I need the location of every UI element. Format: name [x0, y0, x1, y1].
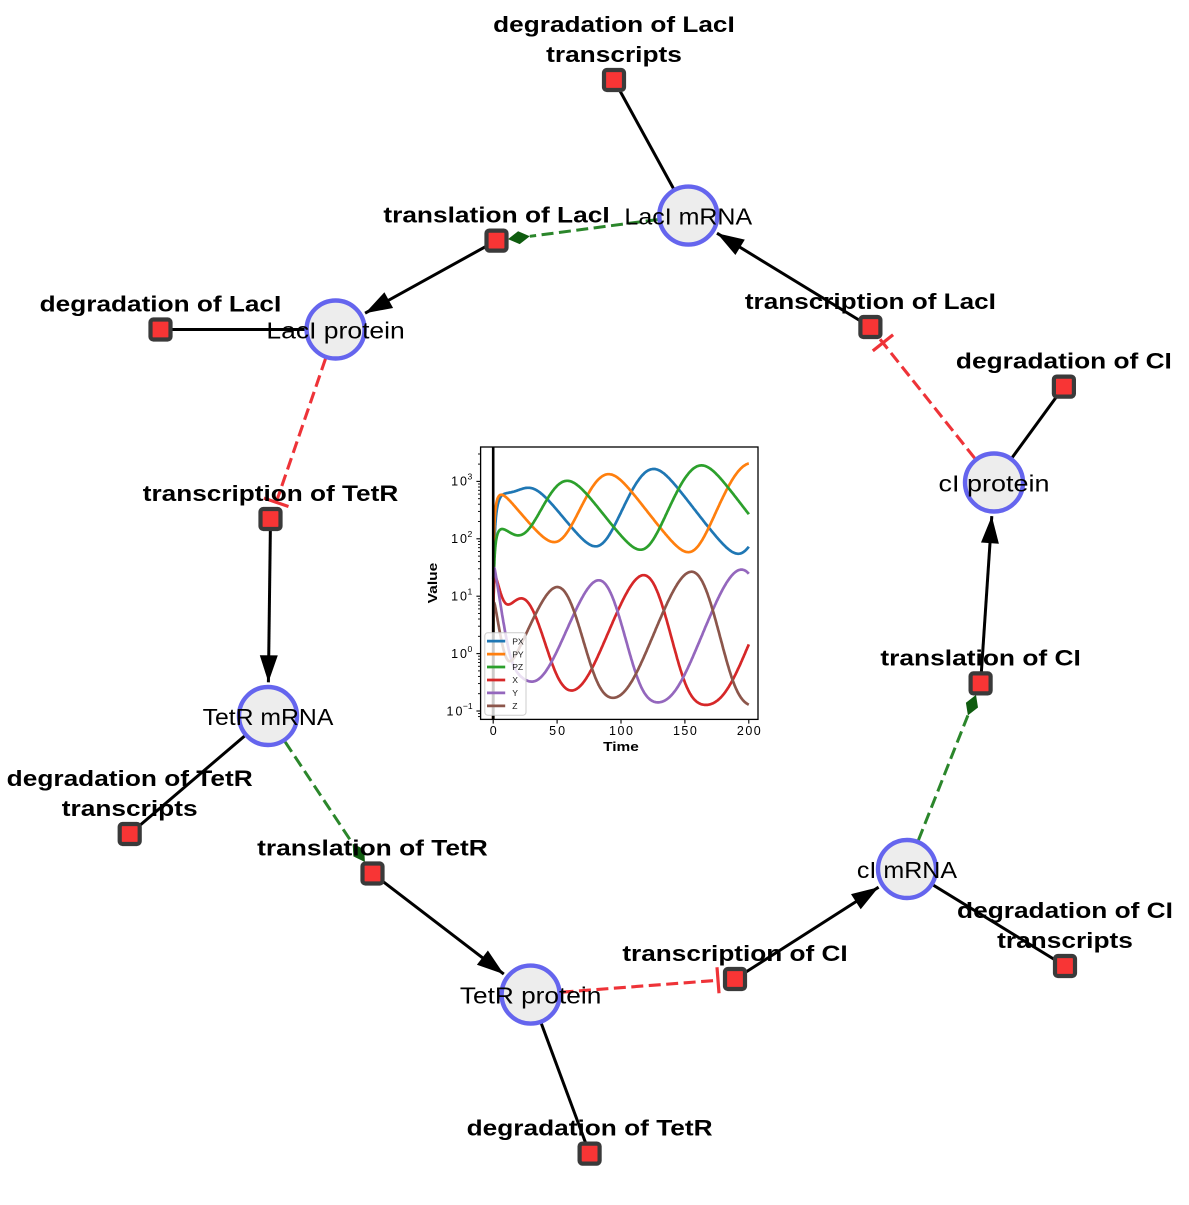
svg-text:degradation of CI: degradation of CI — [957, 898, 1173, 923]
svg-text:Z: Z — [512, 701, 517, 711]
svg-text:transcripts: transcripts — [546, 42, 682, 67]
svg-text:200: 200 — [737, 724, 761, 738]
svg-text:degradation of LacI: degradation of LacI — [493, 12, 735, 37]
svg-text:50: 50 — [549, 724, 565, 738]
svg-text:transcription of LacI: transcription of LacI — [745, 289, 996, 314]
svg-text:transcripts: transcripts — [997, 928, 1133, 953]
svg-text:−1: −1 — [463, 701, 473, 711]
svg-text:3: 3 — [468, 472, 473, 482]
svg-text:Time: Time — [603, 739, 639, 754]
svg-text:150: 150 — [673, 724, 697, 738]
svg-text:degradation of TetR: degradation of TetR — [467, 1116, 713, 1141]
svg-text:cI mRNA: cI mRNA — [857, 857, 958, 883]
svg-text:TetR mRNA: TetR mRNA — [203, 704, 334, 730]
svg-text:degradation of CI: degradation of CI — [956, 349, 1172, 374]
svg-text:translation of CI: translation of CI — [880, 645, 1081, 670]
svg-text:transcription of CI: transcription of CI — [622, 941, 847, 966]
svg-text:degradation of TetR: degradation of TetR — [7, 766, 253, 791]
svg-text:0: 0 — [490, 724, 497, 738]
svg-text:PY: PY — [512, 649, 524, 659]
svg-text:Value: Value — [425, 563, 440, 604]
svg-text:cI protein: cI protein — [939, 471, 1050, 497]
svg-text:Y: Y — [512, 688, 518, 698]
svg-text:10: 10 — [451, 532, 467, 546]
svg-text:0: 0 — [468, 644, 473, 654]
svg-text:10: 10 — [451, 647, 467, 661]
svg-text:TetR protein: TetR protein — [460, 983, 601, 1009]
svg-text:1: 1 — [468, 586, 473, 596]
svg-text:2: 2 — [468, 529, 473, 539]
svg-text:10: 10 — [451, 590, 467, 604]
svg-text:PX: PX — [512, 636, 524, 646]
svg-text:X: X — [512, 675, 518, 685]
svg-text:LacI protein: LacI protein — [266, 318, 404, 344]
svg-text:100: 100 — [609, 724, 633, 738]
svg-text:10: 10 — [451, 475, 467, 489]
svg-text:transcription of TetR: transcription of TetR — [143, 481, 399, 506]
svg-text:LacI mRNA: LacI mRNA — [624, 204, 752, 230]
svg-text:translation of LacI: translation of LacI — [383, 203, 609, 228]
svg-text:translation of TetR: translation of TetR — [257, 836, 488, 861]
svg-text:PZ: PZ — [512, 662, 523, 672]
svg-text:transcripts: transcripts — [62, 796, 198, 821]
svg-text:degradation of LacI: degradation of LacI — [40, 292, 282, 317]
svg-text:10: 10 — [447, 704, 463, 718]
